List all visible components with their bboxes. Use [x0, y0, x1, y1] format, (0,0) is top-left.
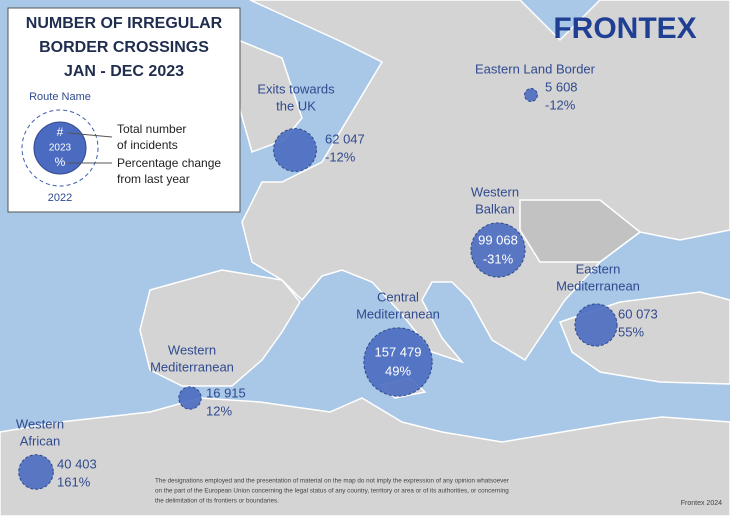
- route-name: Balkan: [475, 201, 515, 216]
- legend-count-text: of incidents: [117, 138, 178, 152]
- legend-year-previous: 2022: [48, 192, 72, 204]
- route-change: -12%: [545, 97, 576, 112]
- route-name: Western: [471, 184, 519, 199]
- legend-box: [7, 7, 241, 213]
- legend-year: 2023: [49, 143, 72, 154]
- route-count: 62 047: [325, 131, 365, 146]
- route-name: Western: [16, 416, 64, 431]
- route-change: 12%: [206, 403, 232, 418]
- route-bubble: [273, 128, 317, 172]
- disclaimer: on the part of the European Union concer…: [155, 488, 509, 495]
- legend-count-symbol: #: [57, 125, 64, 139]
- route-change: 49%: [385, 363, 411, 378]
- title-line: JAN - DEC 2023: [64, 63, 184, 80]
- route-name: Central: [377, 289, 419, 304]
- route-bubble: [470, 222, 526, 278]
- legend-change-text: Percentage change: [117, 156, 221, 170]
- route-count: 99 068: [478, 232, 518, 247]
- title-line: NUMBER OF IRREGULAR: [26, 15, 223, 32]
- route-name: the UK: [276, 98, 316, 113]
- route-name: Eastern Land Border: [475, 61, 596, 76]
- legend-change-symbol: %: [55, 155, 66, 169]
- route-change: 161%: [57, 474, 91, 489]
- disclaimer: The designations employed and the presen…: [155, 478, 509, 485]
- route-name: Mediterranean: [150, 359, 234, 374]
- route-count: 5 608: [545, 79, 578, 94]
- route-name: African: [20, 433, 60, 448]
- route-bubble: [574, 303, 618, 347]
- route-name: Mediterranean: [356, 306, 440, 321]
- route-change: -12%: [325, 149, 356, 164]
- route-name: Eastern: [576, 261, 621, 276]
- route-bubble: [524, 88, 538, 102]
- legend-pointer: [67, 132, 113, 138]
- route-name: Exits towards: [257, 81, 335, 96]
- route-name: Mediterranean: [556, 278, 640, 293]
- route-count: 40 403: [57, 456, 97, 471]
- disclaimer: the delimitation of its frontiers or bou…: [155, 498, 279, 505]
- route-bubble: [178, 386, 202, 410]
- logo: FRONTEX: [553, 12, 696, 45]
- route-count: 60 073: [618, 306, 658, 321]
- title-line: BORDER CROSSINGS: [39, 39, 209, 56]
- legend-bubble: [33, 121, 87, 175]
- route-change: 55%: [618, 324, 644, 339]
- legend-route-name: Route Name: [29, 91, 91, 103]
- route-bubble: [18, 454, 54, 490]
- route-name: Western: [168, 342, 216, 357]
- route-bubble: [363, 327, 433, 397]
- route-count: 16 915: [206, 385, 246, 400]
- credit: Frontex 2024: [681, 500, 722, 507]
- legend-count-text: Total number: [117, 122, 186, 136]
- route-count: 157 479: [375, 344, 422, 359]
- legend-change-text: from last year: [117, 172, 190, 186]
- legend-ring: [21, 109, 99, 187]
- route-change: -31%: [483, 251, 514, 266]
